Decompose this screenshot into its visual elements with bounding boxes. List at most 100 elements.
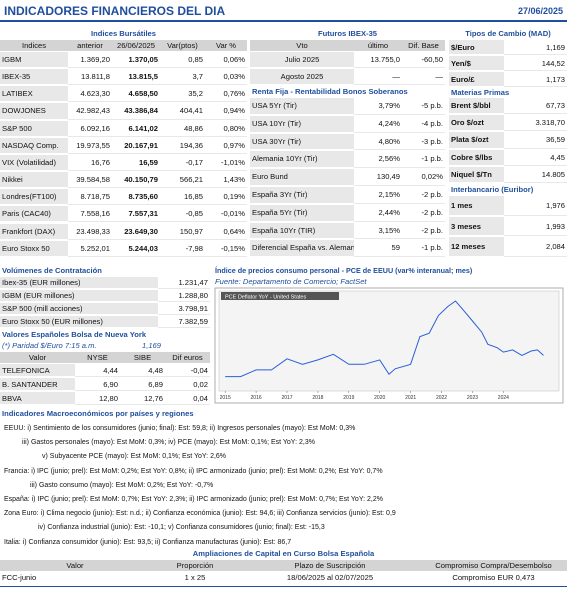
value-cell: 6,90: [75, 378, 120, 391]
section-title: Volúmenes de Contratación: [2, 266, 102, 275]
value-cell: 3.798,91: [158, 303, 210, 315]
x-tick-label: 2020: [374, 395, 385, 401]
row-label: Euro Bund: [250, 169, 354, 186]
value-cell: 3.318,70: [504, 115, 567, 132]
column-header: anterior: [68, 40, 112, 51]
x-tick-label: 2017: [281, 395, 292, 401]
value-cell: 36,59: [504, 132, 567, 149]
chart-title: Índice de precios consumo personal - PCE…: [215, 266, 473, 275]
value-cell: 144,52: [504, 56, 567, 71]
value-cell: 2,56%: [354, 151, 402, 169]
value-cell: 5.252,01: [68, 241, 112, 257]
macro-line: Zona Euro: i) Clima negocio (junio): Est…: [4, 510, 396, 518]
value-cell: 1.231,47: [158, 277, 210, 289]
x-tick-label: 2024: [498, 395, 509, 401]
value-cell: 39.584,58: [68, 172, 112, 189]
value-cell: 19.973,55: [68, 138, 112, 154]
chart-source: Fuente: Departamento de Comercio; FactSe…: [215, 277, 367, 286]
section-title: Renta Fija - Rentabilidad Bonos Soberano…: [252, 87, 408, 96]
row-label: Frankfort (DAX): [0, 223, 68, 240]
value-cell: 404,41: [160, 103, 205, 120]
plot-area: [218, 290, 560, 392]
value-cell: 2,44%: [354, 205, 402, 222]
column-header: Valor: [0, 352, 75, 363]
line-series: [225, 300, 544, 378]
row-label: BBVA: [0, 392, 75, 405]
row-label: Niquel $/Tn: [449, 166, 504, 183]
value-cell: —: [354, 69, 402, 85]
value-cell: 0,97%: [205, 138, 247, 154]
value-cell: -2 p.b.: [402, 187, 445, 204]
row-label: España 3Yr (Tir): [250, 187, 354, 204]
value-cell: —: [402, 69, 445, 85]
section-title: Tipos de Cambio (MAD): [465, 29, 551, 38]
value-cell: 7.382,59: [158, 316, 210, 328]
value-cell: 59: [354, 240, 402, 258]
column-header: Proporción: [150, 560, 240, 571]
x-tick-label: 2015: [220, 395, 231, 401]
value-cell: 1.288,80: [158, 290, 210, 302]
row-label: S&P 500 (mill acciones): [0, 303, 158, 315]
value-cell: 0,02: [165, 378, 210, 391]
page-title: INDICADORES FINANCIEROS DEL DIA: [4, 4, 226, 18]
row-label: Brent $/bbl: [449, 98, 504, 115]
section-title: Interbancario (Euribor): [451, 185, 534, 194]
value-cell: -1 p.b.: [402, 151, 445, 169]
value-cell: 20.167,91: [112, 138, 160, 154]
value-cell: 4,44: [75, 364, 120, 377]
value-cell: -0,17: [160, 155, 205, 172]
value-cell: 40.150,79: [112, 172, 160, 189]
value-cell: 4,80%: [354, 134, 402, 151]
macro-line: iv) Confianza industrial (junio): Est: -…: [38, 524, 325, 532]
row-label: VIX (Volatilidad): [0, 154, 68, 172]
row-label: Diferencial España vs. Alemania: [250, 240, 354, 258]
value-cell: 1,169: [504, 40, 567, 55]
value-cell: -0,04: [165, 364, 210, 377]
value-cell: 18/06/2025 al 02/07/2025: [286, 573, 374, 582]
value-cell: 1.369,20: [68, 52, 112, 69]
column-header: Var(ptos): [160, 40, 205, 51]
column-header: SIBE: [120, 352, 165, 363]
legend-box: [221, 292, 339, 300]
page-date: 27/06/2025: [517, 6, 563, 16]
row-label: España 5Yr (Tir): [250, 204, 354, 222]
value-cell: -7,98: [160, 241, 205, 257]
value-cell: 1,993: [504, 217, 567, 237]
row-label: Paris (CAC40): [0, 206, 68, 223]
macro-line: v) Subyacente PCE (mayo): Est MoM: 0,1%;…: [42, 453, 227, 461]
value-cell: 1,173: [504, 72, 567, 87]
value-cell: 4,45: [504, 150, 567, 166]
header-rule: [0, 20, 567, 22]
row-label: Euro Stoxx 50 (EUR millones): [0, 316, 158, 328]
column-header: NYSE: [75, 352, 120, 363]
value-cell: -0,85: [160, 206, 205, 223]
value-cell: 3,79%: [354, 98, 402, 115]
value-cell: 1 x 25: [184, 573, 206, 582]
column-header: Vto: [250, 40, 354, 51]
value-cell: 130,49: [354, 169, 402, 186]
row-label: Alemania 10Yr (Tir): [250, 151, 354, 169]
value-cell: 0,04: [165, 392, 210, 405]
section-title: Valores Españoles Bolsa de Nueva York: [2, 330, 147, 339]
value-cell: -4 p.b.: [402, 116, 445, 133]
value-cell: 1.370,05: [112, 52, 160, 69]
section-title: Indices Bursátiles: [91, 29, 156, 38]
value-cell: 2,15%: [354, 187, 402, 204]
value-cell: -60,50: [402, 52, 445, 68]
value-cell: 3,7: [160, 69, 205, 86]
row-label: Agosto 2025: [250, 69, 354, 85]
value-cell: 566,21: [160, 172, 205, 189]
row-label: Yen/$: [449, 56, 504, 71]
value-cell: 0,76%: [205, 86, 247, 103]
column-header: último: [354, 40, 402, 51]
value-cell: 8.735,60: [112, 189, 160, 206]
column-header: Dif. Base: [402, 40, 445, 51]
row-label: NASDAQ Comp.: [0, 137, 68, 154]
pce-chart: 2015 2016 2017 2018 2019 2020 2021 2022 2023 2024…: [214, 287, 564, 404]
note-value: 1,169: [142, 341, 162, 350]
value-cell: 6,89: [120, 378, 165, 391]
footer-rule: [0, 586, 567, 587]
value-cell: 35,2: [160, 86, 205, 103]
value-cell: 67,73: [504, 98, 567, 115]
